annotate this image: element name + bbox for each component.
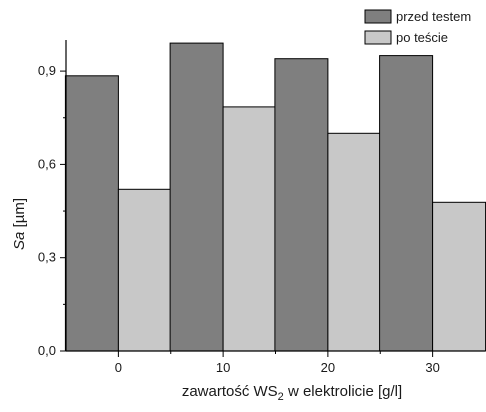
bar-przed-testem-10 <box>169 42 224 352</box>
x-tick-label: 20 <box>321 360 335 375</box>
y-axis-title-symbol: Sa <box>11 232 28 250</box>
y-tick-label: 0,9 <box>38 63 56 78</box>
bar-przed-testem-0 <box>64 75 119 352</box>
bars-layer <box>64 42 486 352</box>
x-tick-label: 0 <box>115 360 122 375</box>
bar-po-tescie-0 <box>117 188 172 352</box>
legend-label-po-tescie: po teście <box>396 30 448 45</box>
y-axis-title-unit: [µm] <box>11 198 28 232</box>
legend: przed testem po teście <box>364 9 471 45</box>
x-axis-title-rest: w elektrolicie [g/l] <box>284 383 402 400</box>
legend-swatch-po-tescie <box>364 30 392 45</box>
x-tick-label: 30 <box>425 360 439 375</box>
legend-label-przed-testem: przed testem <box>396 9 471 24</box>
y-tick-label: 0,0 <box>38 343 56 358</box>
y-tick-label: 0,3 <box>38 250 56 265</box>
bar-przed-testem-20 <box>274 58 329 352</box>
bar-po-tescie-30 <box>432 201 486 352</box>
bar-przed-testem-30 <box>379 55 434 352</box>
y-axis-title: Sa [µm] <box>11 198 28 250</box>
x-tick-label: 10 <box>216 360 230 375</box>
y-tick-label: 0,6 <box>38 156 56 171</box>
x-axis-title-subscript: 2 <box>278 391 284 403</box>
x-axis-title: zawartość WS2 w elektrolicie [g/l] <box>182 383 402 403</box>
bar-po-tescie-20 <box>327 132 382 352</box>
bar-po-tescie-10 <box>222 106 277 352</box>
ticks-layer: 0,0 0,3 0,6 0,9 0 10 20 30 <box>38 63 440 375</box>
x-axis-title-main: zawartość WS <box>182 383 278 400</box>
legend-swatch-przed-testem <box>364 9 392 24</box>
